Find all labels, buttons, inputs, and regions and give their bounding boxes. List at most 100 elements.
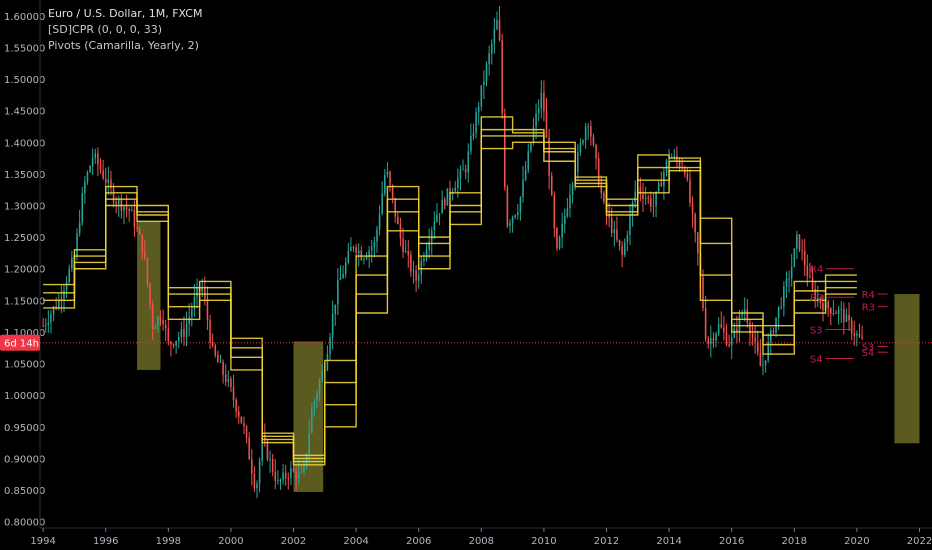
candle — [240, 416, 243, 424]
candle-body — [785, 278, 788, 287]
candle-body — [292, 468, 295, 472]
candle — [756, 330, 759, 356]
candle — [146, 257, 149, 288]
candle — [172, 343, 175, 349]
candle-body — [524, 169, 527, 180]
candle-body — [501, 39, 503, 114]
candle — [219, 354, 222, 363]
candle-body — [545, 111, 548, 138]
candle-body — [837, 309, 840, 314]
candle-body — [164, 324, 167, 329]
candle-body — [251, 459, 253, 474]
candle-body — [219, 361, 222, 363]
candle-body — [686, 173, 689, 180]
candle — [835, 310, 837, 315]
candle-body — [790, 267, 793, 279]
candle — [736, 315, 738, 344]
candle — [209, 314, 211, 350]
candle-body — [316, 393, 318, 401]
candle — [577, 144, 579, 180]
candle — [796, 230, 798, 260]
candle — [655, 191, 657, 218]
candle — [89, 164, 91, 173]
candle — [556, 226, 558, 252]
candle — [159, 310, 162, 326]
candle-body — [269, 458, 271, 460]
candle-body — [89, 166, 91, 173]
candle — [133, 200, 136, 237]
candle — [850, 316, 853, 341]
candle-body — [595, 144, 597, 159]
chart-legend: Euro / U.S. Dollar, 1M, FXCM [SD]CPR (0,… — [48, 6, 202, 54]
candle-body — [394, 197, 397, 217]
candle-body — [436, 214, 438, 222]
candle-body — [717, 324, 720, 334]
candle — [772, 327, 775, 335]
candle — [467, 143, 470, 183]
candle-body — [149, 283, 151, 305]
candle — [180, 321, 183, 343]
candle-body — [115, 202, 117, 204]
candle — [297, 459, 300, 485]
candle — [444, 196, 446, 210]
candle — [639, 177, 642, 202]
candle-body — [425, 249, 428, 259]
candle-body — [211, 342, 214, 346]
candle-body — [360, 250, 363, 260]
candle-body — [415, 270, 417, 281]
candle-body — [183, 328, 185, 337]
candle — [723, 315, 725, 341]
candle-body — [603, 192, 605, 202]
candle-body — [835, 313, 837, 315]
candle — [318, 378, 321, 402]
candle — [175, 340, 177, 355]
candle-body — [386, 171, 389, 175]
candle-body — [796, 234, 798, 249]
candle-body — [266, 441, 269, 460]
candle — [657, 180, 660, 194]
candle — [861, 325, 863, 340]
candle-body — [331, 314, 334, 338]
candle — [141, 234, 144, 260]
candle-body — [809, 276, 811, 278]
candle-body — [297, 472, 300, 479]
candle-body — [68, 268, 70, 283]
candle-body — [227, 378, 230, 382]
y-tick-label: 1.60000 — [4, 12, 45, 23]
y-tick-label: 1.50000 — [4, 75, 45, 86]
candle-body — [217, 355, 219, 363]
candle-body — [99, 164, 102, 171]
candle — [647, 194, 650, 205]
candle — [845, 308, 848, 323]
candle — [436, 203, 438, 223]
candle-body — [840, 309, 843, 311]
y-tick-label: 1.00000 — [4, 391, 45, 402]
candle-body — [767, 342, 769, 361]
candle-body — [764, 360, 767, 365]
candle-body — [668, 157, 670, 161]
candle-body — [548, 137, 550, 176]
candle-body — [430, 230, 433, 242]
candle-body — [337, 279, 339, 305]
candle — [717, 317, 720, 337]
candle — [459, 165, 462, 191]
candle-body — [404, 250, 407, 253]
y-axis: 1.60000 1.55000 1.50000 1.45000 1.40000 1.350… — [4, 0, 45, 529]
candle-body — [569, 194, 571, 209]
candle-body — [783, 286, 785, 307]
candle — [81, 186, 84, 227]
candle — [493, 17, 496, 54]
candle — [44, 318, 47, 333]
candle-body — [503, 113, 506, 188]
candle-body — [477, 106, 480, 113]
candle-body — [488, 53, 490, 65]
candle-body — [76, 233, 78, 256]
candle-body — [363, 259, 365, 261]
candle-body — [540, 92, 543, 109]
candle — [68, 264, 70, 285]
candle — [222, 359, 224, 384]
candle — [780, 297, 783, 310]
candle-body — [410, 254, 412, 272]
candle-body — [295, 471, 297, 479]
